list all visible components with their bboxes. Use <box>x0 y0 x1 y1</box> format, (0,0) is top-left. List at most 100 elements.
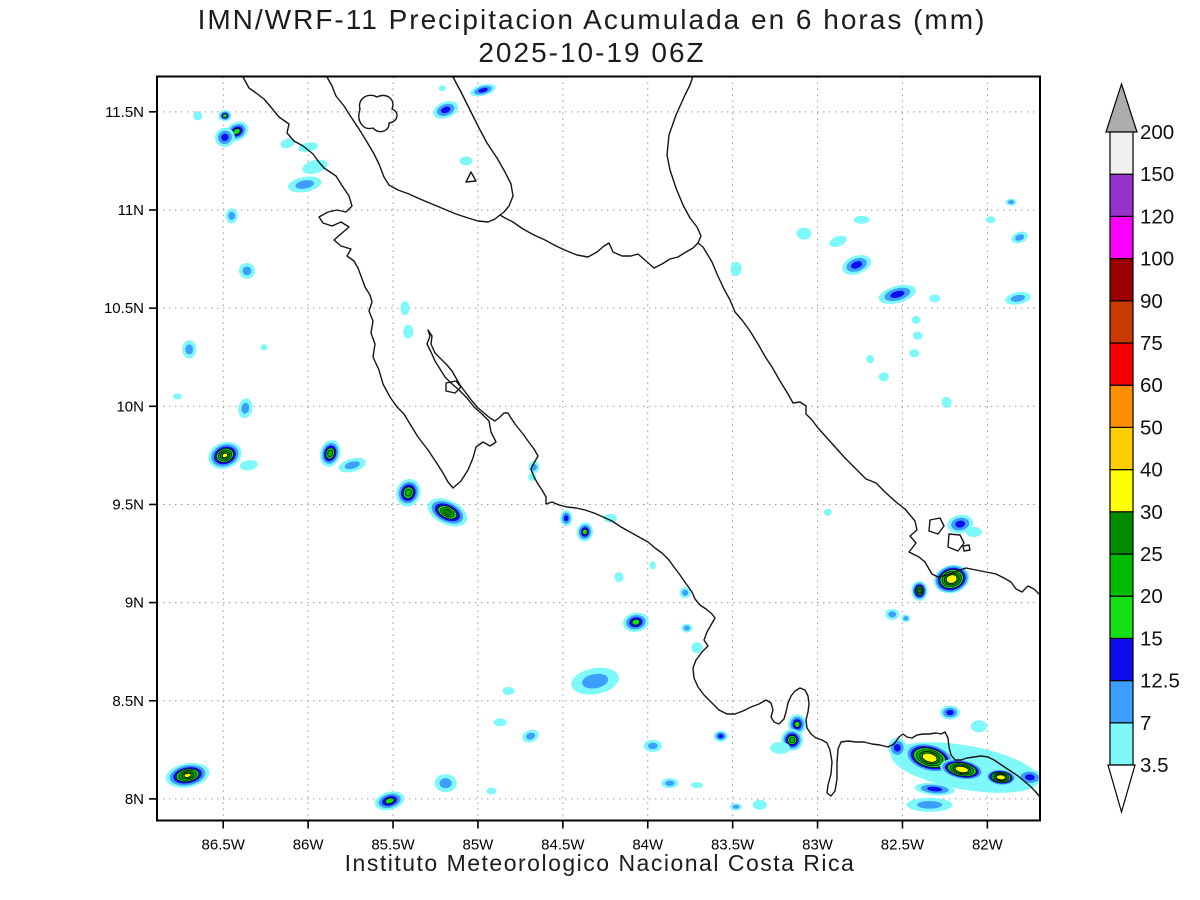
map-frame <box>156 75 1041 822</box>
precip-contour <box>683 625 690 631</box>
precip-contour <box>770 741 791 754</box>
precip-cell <box>911 580 928 601</box>
coastline <box>358 94 398 133</box>
y-tick-label: 10N <box>116 398 144 415</box>
precip-contour <box>302 159 328 174</box>
colorbar-label: 100 <box>1140 248 1174 271</box>
precip-contour <box>853 215 870 224</box>
x-tick-label: 86W <box>293 837 325 854</box>
precip-cell <box>433 101 459 119</box>
precip-cell <box>403 324 414 339</box>
colorbar-band <box>1109 637 1134 682</box>
precip-contour <box>344 461 360 470</box>
colorbar-band <box>1109 173 1134 217</box>
precip-contour <box>927 786 943 792</box>
precip-cell <box>933 564 970 594</box>
precip-cell <box>470 83 496 97</box>
y-tick-label: 8N <box>125 791 144 808</box>
precip-contour <box>691 642 703 654</box>
precip-cell <box>878 372 889 382</box>
precip-contour <box>796 227 812 240</box>
precip-cell <box>730 261 742 276</box>
precip-cell <box>218 110 232 122</box>
precip-contour <box>649 561 656 570</box>
precip-contour <box>1015 234 1025 241</box>
precip-contour <box>582 528 588 536</box>
precip-contour <box>384 797 395 805</box>
precip-cell <box>298 142 319 152</box>
colorbar: 3.5 7 12.5 15 20 25 30 40 50 60 75 90 100 120 150 200 <box>1105 82 1180 815</box>
coastline <box>666 76 1040 596</box>
precip-cell <box>280 138 296 149</box>
colorbar-label: 200 <box>1140 121 1174 144</box>
precip-contour <box>929 294 941 303</box>
y-tick-label: 10.5N <box>104 300 144 317</box>
precip-cell <box>493 718 507 727</box>
precip-contour <box>222 113 228 119</box>
colorbar-band <box>1109 258 1134 302</box>
precip-contour <box>228 211 236 221</box>
precip-cell <box>502 686 515 695</box>
colorbar-band <box>1109 722 1134 766</box>
x-tick-label: 83W <box>802 837 834 854</box>
precip-cell <box>193 111 203 121</box>
precip-contour <box>941 396 952 408</box>
precip-layer <box>165 83 1040 812</box>
coastline <box>242 76 1040 798</box>
x-tick-label: 84.5W <box>541 837 585 854</box>
precip-contour <box>912 331 923 340</box>
precip-cell <box>912 331 923 340</box>
precip-cell <box>905 742 955 773</box>
colorbar-label: 150 <box>1140 163 1174 186</box>
colorbar-band <box>1109 469 1134 513</box>
precip-cell <box>571 667 619 695</box>
precip-cell <box>906 797 953 812</box>
precip-cell <box>679 587 691 599</box>
precip-cell <box>396 478 421 507</box>
x-tick-label: 85.5W <box>371 837 415 854</box>
precip-cell <box>459 156 473 166</box>
precip-contour <box>239 460 258 471</box>
precip-contour <box>528 472 537 481</box>
precip-cell <box>965 526 982 537</box>
precip-contour <box>438 85 446 92</box>
y-tick-label: 9.5N <box>112 496 144 513</box>
precip-contour <box>916 588 922 594</box>
precip-contour <box>403 324 414 339</box>
precip-contour <box>916 800 943 809</box>
precip-cell <box>690 782 703 789</box>
precip-cell <box>438 85 446 92</box>
precip-cell <box>940 758 984 781</box>
precip-contour <box>221 452 228 458</box>
precip-cell <box>1005 292 1031 305</box>
precip-cell <box>681 623 693 633</box>
colorbar-label: 60 <box>1140 374 1163 397</box>
precip-cell <box>603 513 617 523</box>
colorbar-label: 50 <box>1140 416 1163 439</box>
precip-contour <box>582 673 609 689</box>
colorbar-band <box>1109 215 1134 260</box>
precip-contour <box>647 742 658 750</box>
x-tick-label: 86.5W <box>202 837 246 854</box>
precip-contour <box>665 780 675 786</box>
y-tick-label: 11N <box>118 202 144 219</box>
precip-cell <box>853 215 870 224</box>
colorbar-label: 90 <box>1140 290 1163 313</box>
precip-contour <box>732 804 740 809</box>
precip-cell <box>941 396 952 408</box>
colorbar-label: 12.5 <box>1140 670 1180 693</box>
colorbar-label: 30 <box>1140 501 1163 524</box>
precip-contour <box>614 572 624 583</box>
colorbar-label: 3.5 <box>1140 754 1169 777</box>
precip-contour <box>965 526 982 537</box>
precip-cell <box>730 803 743 811</box>
precip-contour <box>443 509 452 516</box>
precip-cell <box>929 294 941 303</box>
precip-contour <box>1010 294 1025 302</box>
precip-contour <box>946 574 958 584</box>
precip-contour <box>440 106 451 114</box>
colorbar-label: 120 <box>1140 205 1174 228</box>
chart-title: IMN/WRF-11 Precipitacion Acumulada en 6 … <box>197 4 987 35</box>
precip-cell <box>238 262 255 279</box>
